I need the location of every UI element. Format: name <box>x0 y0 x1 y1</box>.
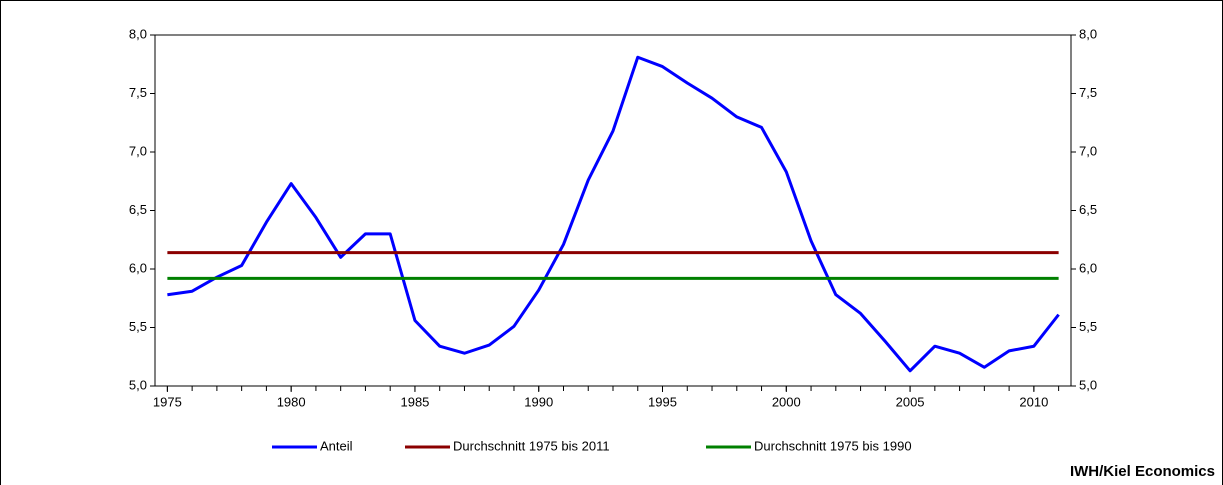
y-tick-label: 5,5 <box>129 319 147 334</box>
series-line <box>167 55 1060 373</box>
y2-tick-label: 7,5 <box>1079 85 1097 100</box>
y2-tick-label: 7,0 <box>1079 143 1097 158</box>
legend-label: Anteil <box>320 438 353 453</box>
y2-tick-label: 8,0 <box>1079 26 1097 41</box>
legend-label: Durchschnitt 1975 bis 1990 <box>754 438 912 453</box>
x-tick-label: 2000 <box>772 394 801 409</box>
y2-tick-label: 6,0 <box>1079 260 1097 275</box>
y-tick-label: 8,0 <box>129 26 147 41</box>
x-tick-label: 1980 <box>277 394 306 409</box>
y-tick-label: 6,0 <box>129 260 147 275</box>
y2-tick-label: 5,5 <box>1079 319 1097 334</box>
x-tick-label: 1995 <box>648 394 677 409</box>
source: IWH/Kiel Economics <box>1070 463 1215 480</box>
y-tick-label: 6,5 <box>129 202 147 217</box>
x-tick-label: 1990 <box>524 394 553 409</box>
x-tick-label: 2010 <box>1019 394 1048 409</box>
y2-tick-label: 5,0 <box>1079 377 1097 392</box>
y-tick-label: 7,5 <box>129 85 147 100</box>
y2-tick-label: 6,5 <box>1079 202 1097 217</box>
y-tick-label: 5,0 <box>129 377 147 392</box>
x-tick-label: 2005 <box>896 394 925 409</box>
y-tick-label: 7,0 <box>129 143 147 158</box>
plot-area <box>154 34 1072 387</box>
legend-label: Durchschnitt 1975 bis 2011 <box>453 438 610 453</box>
x-tick-label: 1975 <box>153 394 182 409</box>
x-tick-label: 1985 <box>400 394 429 409</box>
